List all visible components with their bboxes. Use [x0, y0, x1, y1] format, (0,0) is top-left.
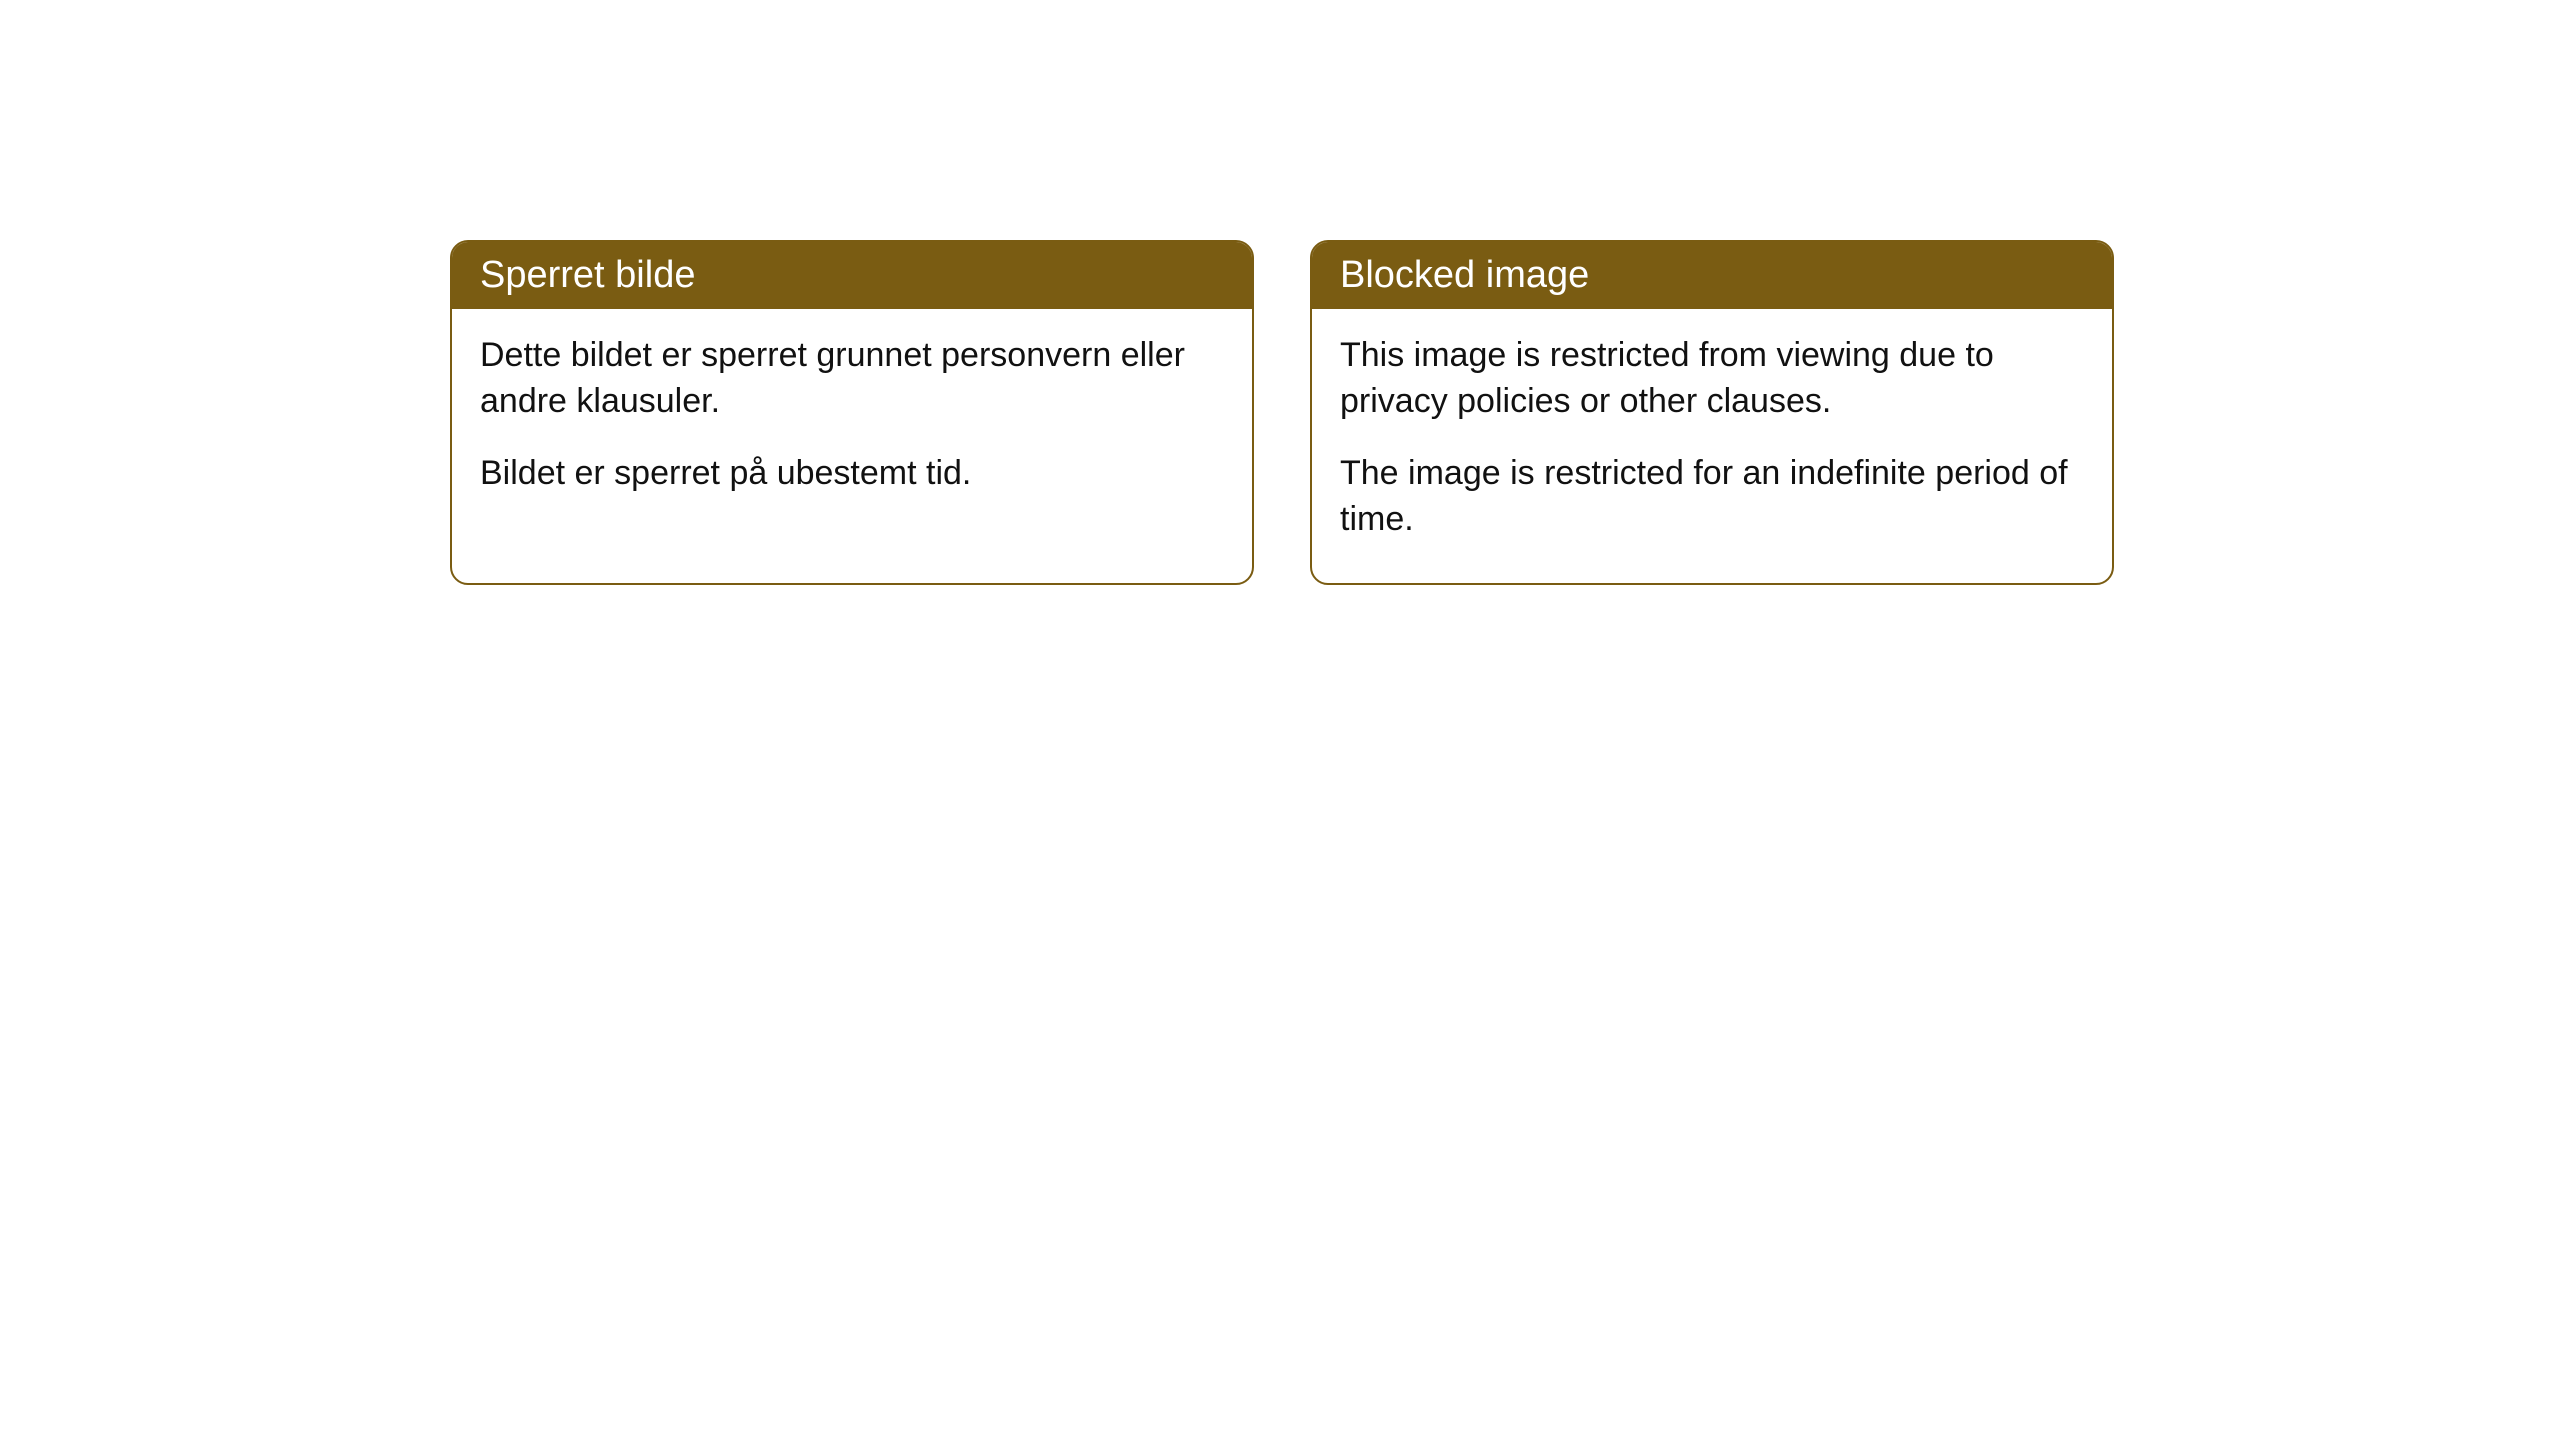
blocked-image-card-norwegian: Sperret bilde Dette bildet er sperret gr…: [450, 240, 1254, 585]
card-paragraph: Dette bildet er sperret grunnet personve…: [480, 333, 1224, 425]
card-header: Blocked image: [1312, 242, 2112, 309]
card-header: Sperret bilde: [452, 242, 1252, 309]
card-paragraph: This image is restricted from viewing du…: [1340, 333, 2084, 425]
card-title: Blocked image: [1340, 254, 1589, 296]
card-title: Sperret bilde: [480, 254, 695, 296]
card-paragraph: Bildet er sperret på ubestemt tid.: [480, 451, 1224, 497]
card-body: This image is restricted from viewing du…: [1312, 309, 2112, 583]
blocked-image-card-english: Blocked image This image is restricted f…: [1310, 240, 2114, 585]
card-paragraph: The image is restricted for an indefinit…: [1340, 451, 2084, 543]
notice-cards-container: Sperret bilde Dette bildet er sperret gr…: [450, 240, 2114, 585]
card-body: Dette bildet er sperret grunnet personve…: [452, 309, 1252, 537]
